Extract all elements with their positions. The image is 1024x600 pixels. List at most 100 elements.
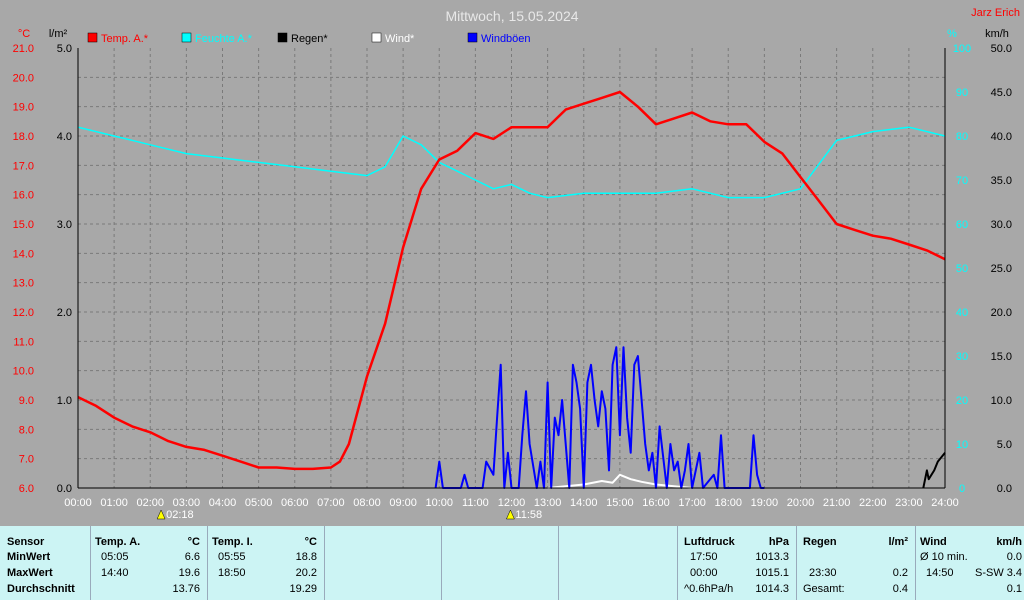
wind-tick-label: 35.0	[991, 175, 1012, 187]
temp-tick-label: 15.0	[13, 219, 34, 231]
temp-a-max-value: 19.6	[178, 567, 200, 579]
wind-header: Wind	[920, 536, 947, 548]
temp-tick-label: 6.0	[19, 483, 34, 495]
legend-item-rain: Regen*	[277, 32, 328, 45]
legend-swatch	[87, 32, 98, 43]
humidity-tick-label: 40	[956, 307, 968, 319]
rain-tick-label: 4.0	[57, 131, 72, 143]
x-tick-label: 14:00	[570, 497, 598, 509]
pressure-header: Luftdruck	[684, 536, 735, 548]
pressure-unit: hPa	[768, 536, 789, 548]
temp-a-min-value: 6.6	[184, 551, 200, 563]
humidity-tick-label: 20	[956, 395, 968, 407]
humidity-tick-label: 70	[956, 175, 968, 187]
rain-total-value: 0.4	[892, 583, 908, 595]
temp-tick-label: 13.0	[13, 278, 34, 290]
column-divider	[324, 526, 325, 600]
column-divider	[796, 526, 797, 600]
pressure-trend: ^0.6hPa/h	[684, 583, 734, 595]
temperature-line	[77, 90, 946, 471]
weather-chart: 00:00 01:00 02:00 03:00 04:00 05:00 06:00 07:00…	[13, 7, 1020, 521]
rain-total-label: Gesamt:	[803, 583, 845, 595]
column-divider	[90, 526, 91, 600]
temp-a-min-time: 05:05	[101, 551, 129, 563]
rain-tick-label: 3.0	[57, 219, 72, 231]
wind-max-value: 3.4	[1006, 567, 1022, 579]
legend-label: Feuchte A.*	[195, 33, 253, 45]
series-layer	[77, 90, 946, 489]
x-tick-label: 04:00	[209, 497, 237, 509]
x-tick-label: 07:00	[317, 497, 345, 509]
rain-unit: l/m²	[888, 536, 908, 548]
temp-tick-label: 20.0	[13, 72, 34, 84]
x-tick-label: 22:00	[859, 497, 887, 509]
wind-line	[547, 473, 693, 489]
legend-label: Regen*	[291, 33, 328, 45]
legend-item-gusts: Windböen	[467, 32, 531, 45]
temp-a-max-time: 14:40	[101, 567, 129, 579]
rain-tick-label: 2.0	[57, 307, 72, 319]
time-markers: 02:18 11:58	[156, 509, 542, 521]
temp-a-average: 13.76	[172, 583, 200, 595]
rain-tick-label: 1.0	[57, 395, 72, 407]
x-tick-label: 08:00	[353, 497, 381, 509]
tick-labels: 00:00 01:00 02:00 03:00 04:00 05:00 06:00 07:00…	[13, 43, 1012, 509]
rain-header: Regen	[803, 536, 837, 548]
rain-max-value: 0.2	[892, 567, 908, 579]
legend-item-temp: Temp. A.*	[87, 32, 149, 45]
rain-max-time: 23:30	[809, 567, 837, 579]
x-tick-label: 09:00	[389, 497, 417, 509]
legend-label: Wind*	[385, 33, 415, 45]
temp-a-header: Temp. A.	[95, 536, 141, 548]
temp-tick-label: 11.0	[13, 336, 34, 348]
wind-tick-label: 0.0	[997, 483, 1012, 495]
temp-tick-label: 9.0	[19, 395, 34, 407]
wind-tick-label: 45.0	[991, 87, 1012, 99]
temp-tick-label: 17.0	[13, 160, 34, 172]
pressure-min-value: 1013.3	[755, 551, 789, 563]
temp-i-header: Temp. I.	[212, 536, 253, 548]
legend-label: Windböen	[481, 33, 531, 45]
x-tick-label: 18:00	[714, 497, 742, 509]
statistics-table: Sensor MinWert MaxWert Durchschnitt Temp…	[0, 526, 1024, 600]
x-tick-label: 17:00	[678, 497, 706, 509]
wind-unit: km/h	[996, 536, 1022, 548]
wind-tick-label: 25.0	[991, 263, 1012, 275]
pressure-min-time: 17:50	[690, 551, 718, 563]
temp-tick-label: 16.0	[13, 190, 34, 202]
temp-unit-label: °C	[18, 28, 30, 40]
legend-swatch	[371, 32, 382, 43]
wind-tick-label: 40.0	[991, 131, 1012, 143]
lightning-icon	[156, 509, 166, 520]
pressure-max-time: 00:00	[690, 567, 718, 579]
legend-swatch	[181, 32, 192, 43]
wind-average: 0.1	[1006, 583, 1022, 595]
temp-tick-label: 21.0	[13, 43, 34, 55]
wind-avg-value: 0.0	[1006, 551, 1022, 563]
x-tick-label: 11:00	[462, 497, 489, 509]
wind-tick-label: 20.0	[991, 307, 1012, 319]
wind-tick-label: 30.0	[991, 219, 1012, 231]
x-tick-label: 15:00	[606, 497, 634, 509]
wind-tick-label: 10.0	[991, 395, 1012, 407]
legend-label: Temp. A.*	[101, 33, 149, 45]
humidity-tick-label: 60	[956, 219, 968, 231]
x-tick-label: 06:00	[281, 497, 309, 509]
x-tick-label: 02:00	[136, 497, 164, 509]
humidity-tick-label: 90	[956, 87, 968, 99]
x-tick-label: 00:00	[64, 497, 92, 509]
rain-tick-label: 0.0	[57, 483, 72, 495]
humidity-tick-label: 0	[959, 483, 965, 495]
row-label-max: MaxWert	[7, 567, 53, 579]
temp-tick-label: 14.0	[13, 248, 34, 260]
legend-item-humidity: Feuchte A.*	[181, 32, 253, 45]
column-divider	[677, 526, 678, 600]
x-tick-label: 12:00	[498, 497, 526, 509]
x-tick-label: 13:00	[534, 497, 562, 509]
grid	[78, 48, 945, 488]
x-tick-label: 23:00	[895, 497, 923, 509]
legend-swatch	[277, 32, 288, 43]
temp-a-unit: °C	[187, 536, 200, 548]
marker-time-label: 02:18	[166, 509, 194, 521]
temp-i-max-time: 18:50	[218, 567, 246, 579]
